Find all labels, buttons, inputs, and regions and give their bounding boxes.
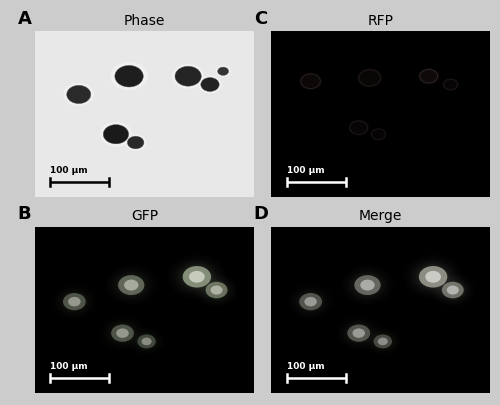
Circle shape xyxy=(201,78,219,92)
Circle shape xyxy=(142,338,152,345)
Text: RFP: RFP xyxy=(368,13,394,28)
Circle shape xyxy=(299,293,322,311)
Circle shape xyxy=(182,266,211,288)
Text: GFP: GFP xyxy=(131,209,158,222)
Circle shape xyxy=(418,69,440,85)
Text: A: A xyxy=(18,9,32,28)
Circle shape xyxy=(378,338,388,345)
Circle shape xyxy=(352,328,365,338)
Circle shape xyxy=(198,76,222,94)
Circle shape xyxy=(442,79,459,92)
Circle shape xyxy=(426,271,441,283)
Circle shape xyxy=(103,125,128,145)
Circle shape xyxy=(128,137,144,149)
Circle shape xyxy=(189,271,204,283)
Circle shape xyxy=(116,328,129,338)
Text: 100 μm: 100 μm xyxy=(286,361,324,370)
Circle shape xyxy=(370,129,387,141)
Circle shape xyxy=(111,325,134,342)
Circle shape xyxy=(175,67,201,87)
Circle shape xyxy=(348,325,370,342)
Text: B: B xyxy=(18,205,31,222)
Circle shape xyxy=(374,335,392,349)
Circle shape xyxy=(304,297,317,307)
Circle shape xyxy=(206,282,228,298)
Circle shape xyxy=(360,280,374,291)
Text: 100 μm: 100 μm xyxy=(50,361,88,370)
Circle shape xyxy=(357,69,382,88)
Circle shape xyxy=(124,280,138,291)
Circle shape xyxy=(115,66,143,88)
Circle shape xyxy=(68,297,80,307)
Circle shape xyxy=(64,84,94,107)
Circle shape xyxy=(138,335,156,349)
Text: Phase: Phase xyxy=(124,13,165,28)
Circle shape xyxy=(124,135,146,151)
Circle shape xyxy=(216,66,231,78)
Text: C: C xyxy=(254,9,267,28)
Circle shape xyxy=(442,282,464,298)
Circle shape xyxy=(66,86,91,104)
Text: Merge: Merge xyxy=(359,209,403,222)
Text: 100 μm: 100 μm xyxy=(286,166,324,175)
Circle shape xyxy=(447,286,459,295)
Text: 100 μm: 100 μm xyxy=(50,166,88,175)
Circle shape xyxy=(348,120,369,136)
Circle shape xyxy=(63,293,86,311)
Circle shape xyxy=(354,275,380,295)
Circle shape xyxy=(419,266,448,288)
Circle shape xyxy=(100,122,132,147)
Circle shape xyxy=(299,73,322,91)
Circle shape xyxy=(210,286,222,295)
Text: D: D xyxy=(254,205,269,222)
Circle shape xyxy=(172,65,204,90)
Circle shape xyxy=(218,68,228,76)
Circle shape xyxy=(118,275,144,295)
Circle shape xyxy=(110,63,148,91)
